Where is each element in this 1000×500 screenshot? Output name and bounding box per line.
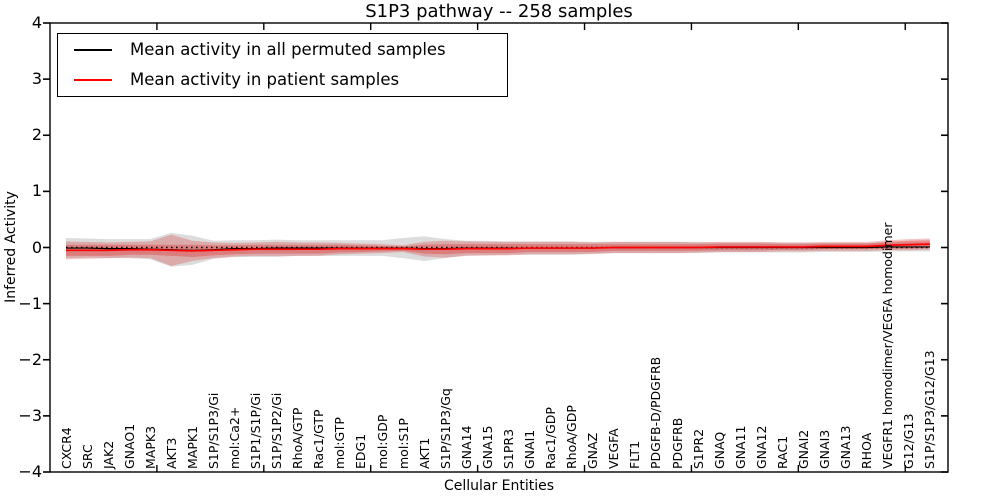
x-tick-label: mol:GTP (332, 417, 348, 469)
x-tick-label: mol:S1P (395, 418, 411, 469)
x-tick-label: AKT3 (163, 437, 179, 469)
x-tick-label: mol:Ca2+ (227, 406, 243, 469)
x-tick-label: PDGFRB (669, 417, 685, 469)
y-tick-label: 0 (31, 237, 42, 257)
legend: Mean activity in all permuted samples Me… (57, 33, 508, 97)
x-tick-label: PDGFB-D/PDGFRB (648, 356, 664, 469)
x-tick-label: G12/G13 (901, 413, 917, 469)
x-tick-label: VEGFA (606, 428, 622, 469)
x-tick-label: S1P/S1P2/Gi (269, 392, 285, 469)
legend-label-patient: Mean activity in patient samples (130, 70, 400, 89)
x-tick-label: VEGFR1 homodimer/VEGFA homodimer (880, 222, 896, 469)
x-axis-label: Cellular Entities (443, 478, 555, 494)
x-tick-label: mol:GDP (374, 414, 390, 469)
x-tick-label: GNA14 (458, 425, 474, 470)
x-tick-label: GNAI2 (795, 429, 811, 469)
x-tick-label: GNAQ (711, 431, 727, 469)
y-tick-label: −2 (18, 349, 42, 369)
x-tick-label: JAK2 (100, 440, 116, 469)
x-tick-label: Rac1/GDP (543, 407, 559, 469)
x-tick-label: MAPK3 (142, 425, 158, 469)
x-tick-label: S1PR3 (500, 428, 516, 469)
x-tick-label: Rac1/GTP (311, 409, 327, 469)
x-tick-label: RAC1 (774, 435, 790, 469)
legend-label-permuted: Mean activity in all permuted samples (130, 40, 446, 59)
chart-title: S1P3 pathway -- 258 samples (365, 1, 633, 22)
x-tick-label: EDG1 (353, 433, 369, 469)
patient-mean-line (66, 243, 930, 252)
x-tick-label: GNAI3 (817, 429, 833, 469)
y-tick-label: 1 (31, 181, 42, 201)
x-tick-label: FLT1 (627, 440, 643, 469)
x-tick-label: RhoA/GTP (290, 407, 306, 469)
x-tick-label: GNAO1 (121, 423, 137, 469)
y-tick-label: 3 (31, 69, 42, 89)
x-tick-label: S1P1/S1P/Gi (248, 392, 264, 469)
plot-border (49, 22, 949, 473)
x-tick-label: GNA13 (838, 425, 854, 470)
x-tick-label: CXCR4 (58, 427, 74, 469)
y-tick-label: 4 (31, 13, 42, 32)
x-tick-label: GNA12 (753, 425, 769, 470)
band-0 (66, 232, 930, 267)
band-1 (66, 234, 930, 267)
y-tick-label: 2 (31, 125, 42, 145)
x-tick-label: S1PR2 (690, 428, 706, 469)
y-tick-label: −1 (18, 293, 42, 313)
legend-line-permuted-icon (74, 49, 112, 51)
legend-item-patient: Mean activity in patient samples (58, 66, 507, 94)
x-tick-label: GNA11 (732, 425, 748, 470)
x-tick-label: S1P/S1P3/Gq (437, 388, 453, 469)
x-tick-label: RHOA (859, 432, 875, 469)
legend-item-permuted: Mean activity in all permuted samples (58, 36, 507, 64)
x-tick-label: AKT1 (416, 437, 432, 469)
x-tick-label: MAPK1 (184, 425, 200, 469)
legend-line-patient-icon (74, 79, 112, 81)
y-tick-label: −4 (18, 462, 42, 481)
x-tick-label: S1P/S1P3/Gi (205, 392, 221, 469)
x-tick-label: GNAI1 (522, 429, 538, 469)
x-tick-label: S1P/S1P3/G12/G13 (922, 350, 938, 469)
x-tick-label: GNAZ (585, 432, 601, 469)
x-tick-label: RhoA/GDP (564, 405, 580, 469)
y-tick-label: −3 (18, 405, 42, 425)
x-tick-label: GNA15 (479, 425, 495, 470)
x-tick-label: SRC (79, 444, 95, 469)
